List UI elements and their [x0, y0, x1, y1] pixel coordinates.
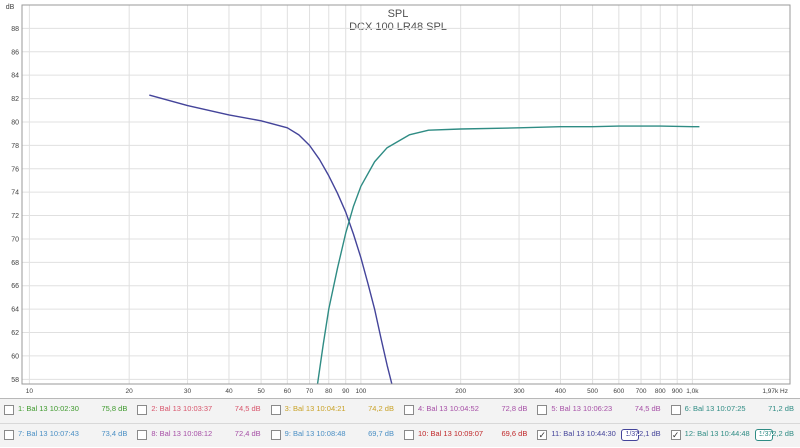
- series-lines: [149, 94, 700, 384]
- legend-value-6: 71,2 dB: [768, 404, 794, 413]
- x-tick-label: 50: [257, 388, 265, 395]
- smoothing-badge-12[interactable]: 1/3: [754, 429, 774, 441]
- y-axis-unit-label: dB: [6, 4, 15, 11]
- legend-value-10: 69,6 dB: [501, 429, 528, 438]
- chart-subtitle: DCX 100 LR48 SPL: [349, 21, 447, 33]
- legend-value-3: 74,2 dB: [368, 404, 394, 413]
- legend-entry-10: 10: Bal 13 10:09:07 69,6 dB: [400, 424, 533, 448]
- legend-label-6: 6: Bal 13 10:07:25: [684, 404, 746, 413]
- legend-value-1: 75,8 dB: [101, 404, 128, 413]
- grid: [22, 5, 791, 384]
- plot-frame: [21, 4, 791, 385]
- checkbox-10[interactable]: [404, 430, 414, 440]
- y-tick-label: 72: [11, 213, 19, 220]
- legend-row: 1: Bal 13 10:02:30 75,8 dB 2: Bal 13 10:03…: [0, 399, 800, 423]
- legend-value-5: 74,5 dB: [634, 404, 661, 413]
- axis-ticks: 58 60 62 64 66 68 70 72 74 76 78 80 82 84 86 88 10 20 30 40…: [11, 26, 788, 395]
- checkbox-6[interactable]: [670, 405, 681, 415]
- legend-value-12: 72,2 dB: [768, 429, 794, 438]
- y-tick-label: 78: [11, 143, 19, 150]
- y-tick-label: 74: [11, 190, 19, 197]
- chart-title: SPL: [388, 8, 409, 20]
- x-tick-label: 30: [184, 388, 192, 395]
- y-tick-label: 82: [11, 96, 19, 103]
- x-tick-label: 90: [342, 388, 350, 395]
- x-tick-label: 80: [325, 388, 333, 395]
- legend-label-10: 10: Bal 13 10:09:07: [418, 429, 484, 438]
- legend-value-4: 72,8 dB: [501, 404, 528, 413]
- legend-row: 7: Bal 13 10:07:43 73,4 dB 8: Bal 13 10:08…: [0, 423, 800, 448]
- checkbox-1[interactable]: [4, 405, 14, 415]
- legend-entry-12: ✓ 12: Bal 13 10:44:48 1/3 72,2 dB: [667, 424, 800, 448]
- legend-label-11: 11: Bal 13 10:44:30: [551, 429, 616, 438]
- x-tick-label: 100: [355, 388, 366, 395]
- checkbox-12[interactable]: ✓: [670, 430, 681, 440]
- y-tick-label: 70: [11, 236, 19, 243]
- x-tick-label: 20: [126, 388, 134, 395]
- x-tick-label: 1,97k Hz: [762, 388, 788, 395]
- legend-entry-5: 5: Bal 13 10:06:23 74,5 dB: [533, 399, 666, 423]
- smoothing-badge-11[interactable]: 1/3: [621, 429, 641, 441]
- checkbox-5[interactable]: [537, 405, 548, 415]
- y-tick-label: 62: [11, 330, 19, 337]
- legend-value-11: 72,1 dB: [634, 429, 661, 438]
- x-tick-label: 1,0k: [686, 388, 699, 395]
- legend-label-9: 9: Bal 13 10:08:48: [284, 429, 346, 438]
- spl-chart: SPL DCX 100 LR48 SPL dB 58 60 62 64 66 68 70 72…: [6, 4, 791, 395]
- legend-label-12: 12: Bal 13 10:44:48: [684, 429, 750, 438]
- x-tick-label: 10: [26, 388, 34, 395]
- y-tick-label: 80: [11, 119, 19, 126]
- legend-value-9: 69,7 dB: [368, 429, 394, 438]
- legend-entry-9: 9: Bal 13 10:08:48 69,7 dB: [267, 424, 400, 448]
- checkbox-4[interactable]: [404, 405, 414, 415]
- legend-label-7: 7: Bal 13 10:07:43: [18, 429, 79, 438]
- checkbox-11[interactable]: ✓: [537, 430, 548, 440]
- series-line-1: [149, 94, 393, 384]
- x-tick-label: 70: [306, 388, 314, 395]
- legend-entry-4: 4: Bal 13 10:04:52 72,8 dB: [400, 399, 533, 423]
- legend-label-5: 5: Bal 13 10:06:23: [551, 404, 613, 413]
- y-tick-label: 68: [11, 260, 19, 267]
- x-tick-label: 600: [613, 388, 624, 395]
- legend-label-4: 4: Bal 13 10:04:52: [418, 404, 479, 413]
- legend-entry-2: 2: Bal 13 10:03:37 74,5 dB: [133, 399, 266, 423]
- checkbox-2[interactable]: [137, 405, 148, 415]
- legend-label-2: 2: Bal 13 10:03:37: [151, 404, 213, 413]
- x-tick-label: 700: [636, 388, 647, 395]
- legend-entry-8: 8: Bal 13 10:08:12 72,4 dB: [133, 424, 266, 448]
- checkbox-8[interactable]: [137, 430, 148, 440]
- legend-label-3: 3: Bal 13 10:04:21: [284, 404, 346, 413]
- legend-label-8: 8: Bal 13 10:08:12: [151, 429, 213, 438]
- y-tick-label: 66: [11, 283, 19, 290]
- legend-entry-11: ✓ 11: Bal 13 10:44:30 1/3 72,1 dB: [533, 424, 666, 448]
- y-tick-label: 58: [11, 377, 19, 384]
- checkbox-9[interactable]: [270, 430, 281, 440]
- y-tick-label: 86: [11, 49, 19, 56]
- x-tick-label: 300: [514, 388, 525, 395]
- x-tick-label: 400: [555, 388, 566, 395]
- y-tick-label: 60: [11, 353, 19, 360]
- legend-label-1: 1: Bal 13 10:02:30: [18, 404, 79, 413]
- series-line-2: [316, 125, 700, 384]
- y-tick-label: 88: [11, 26, 19, 33]
- legend-entry-6: 6: Bal 13 10:07:25 71,2 dB: [667, 399, 800, 423]
- measurement-legend: 1: Bal 13 10:02:30 75,8 dB 2: Bal 13 10:03…: [0, 398, 800, 447]
- x-tick-label: 200: [455, 388, 466, 395]
- y-tick-label: 64: [11, 307, 19, 314]
- legend-value-7: 73,4 dB: [101, 429, 128, 438]
- y-tick-label: 76: [11, 166, 19, 173]
- legend-entry-1: 1: Bal 13 10:02:30 75,8 dB: [0, 399, 133, 423]
- legend-entry-7: 7: Bal 13 10:07:43 73,4 dB: [0, 424, 133, 448]
- x-tick-label: 800: [655, 388, 666, 395]
- y-tick-label: 84: [11, 73, 19, 80]
- x-tick-label: 40: [225, 388, 233, 395]
- x-tick-label: 900: [672, 388, 683, 395]
- legend-value-8: 72,4 dB: [234, 429, 261, 438]
- x-tick-label: 500: [587, 388, 598, 395]
- checkbox-3[interactable]: [270, 405, 281, 415]
- checkbox-7[interactable]: [4, 430, 14, 440]
- x-tick-label: 60: [284, 388, 292, 395]
- legend-value-2: 74,5 dB: [234, 404, 261, 413]
- legend-entry-3: 3: Bal 13 10:04:21 74,2 dB: [267, 399, 400, 423]
